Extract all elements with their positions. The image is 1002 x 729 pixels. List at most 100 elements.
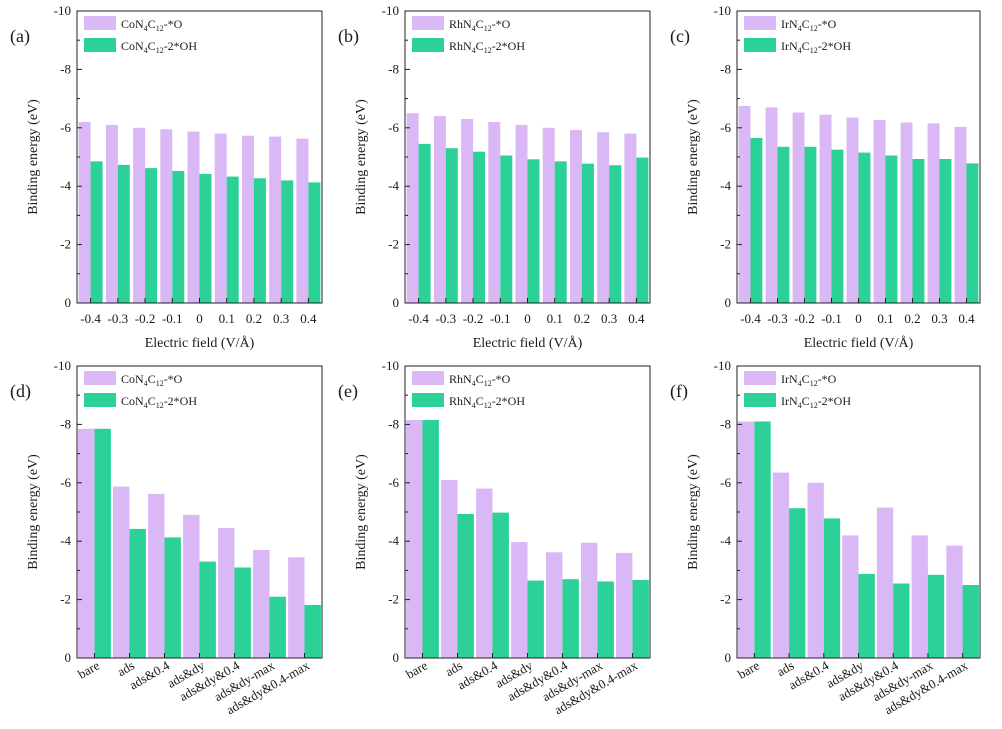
y-tick-label: -2	[60, 592, 71, 607]
bar-o-6	[242, 135, 254, 303]
bar-oh-3	[199, 561, 216, 658]
bar-oh-2	[804, 146, 817, 303]
y-tick-label: 0	[393, 295, 400, 310]
legend-label-o: RhN4C12-*O	[449, 372, 511, 388]
bar-o-0	[406, 113, 419, 303]
y-tick-label: -2	[720, 592, 731, 607]
legend-label-o: CoN4C12-*O	[121, 372, 183, 388]
bar-oh-4	[234, 567, 251, 658]
bar-o-5	[581, 542, 598, 658]
legend-label-oh: RhN4C12-2*OH	[449, 394, 525, 410]
bar-o-1	[113, 486, 130, 658]
y-tick-label: -10	[714, 358, 731, 373]
bar-oh-6	[632, 580, 649, 658]
bar-oh-6	[304, 604, 321, 658]
bar-oh-6	[581, 163, 594, 303]
bar-o-2	[807, 482, 824, 658]
x-tick-label: 0.4	[958, 311, 975, 326]
bar-o-0	[406, 420, 423, 658]
bar-o-1	[105, 124, 118, 304]
legend-swatch-o	[744, 16, 776, 30]
legend-swatch-oh	[412, 38, 444, 52]
x-tick-label: 0.1	[877, 311, 893, 326]
bar-oh-5	[226, 176, 239, 303]
bar-o-0	[738, 421, 755, 658]
legend-swatch-o	[744, 371, 776, 385]
y-tick-label: -4	[720, 533, 731, 548]
bar-o-3	[511, 542, 528, 658]
bar-oh-4	[527, 159, 540, 303]
y-axis-title: Binding energy (eV)	[686, 99, 701, 215]
bar-o-5	[911, 535, 928, 658]
x-tick-label: -0.4	[408, 311, 429, 326]
y-tick-label: -6	[720, 475, 731, 490]
bar-oh-7	[281, 180, 294, 303]
bar-o-4	[218, 528, 235, 658]
y-tick-label: -8	[720, 61, 731, 76]
bar-oh-3	[858, 573, 875, 658]
legend-swatch-o	[84, 16, 116, 30]
bar-o-5	[214, 133, 227, 303]
y-tick-label: -4	[388, 533, 399, 548]
y-axis-title: Binding energy (eV)	[26, 99, 41, 215]
legend-label-o: CoN4C12-*O	[121, 17, 183, 33]
bar-o-4	[876, 507, 894, 658]
panel-label: (a)	[10, 26, 30, 47]
y-tick-label: -4	[720, 178, 731, 193]
bar-oh-4	[562, 579, 579, 658]
bar-o-0	[738, 105, 751, 304]
x-axis-title: Electric field (V/Å)	[145, 335, 255, 351]
bar-o-3	[183, 514, 200, 658]
x-tick-label: 0.2	[574, 311, 590, 326]
legend-label-o: IrN4C12-*O	[781, 372, 837, 388]
y-tick-label: -8	[60, 61, 71, 76]
bar-o-1	[441, 479, 458, 658]
legend-label-o: RhN4C12-*O	[449, 17, 511, 33]
bar-oh-8	[966, 163, 979, 303]
bar-o-7	[927, 123, 940, 304]
x-tick-label: 0.3	[931, 311, 947, 326]
legend-label-oh: IrN4C12-2*OH	[781, 394, 851, 410]
legend-label-oh: CoN4C12-2*OH	[121, 394, 197, 410]
x-axis-title: Electric field (V/Å)	[473, 335, 583, 351]
x-tick-label: -0.2	[135, 311, 156, 326]
x-tick-label: -0.2	[463, 311, 484, 326]
bar-oh-5	[554, 161, 567, 303]
y-tick-label: -10	[714, 3, 731, 18]
y-axis-title: Binding energy (eV)	[26, 454, 41, 570]
y-tick-label: 0	[65, 650, 72, 665]
bar-oh-1	[777, 146, 790, 303]
x-tick-label: 0	[196, 311, 203, 326]
legend-swatch-o	[84, 371, 116, 385]
x-tick-label: ads&0.4	[455, 657, 501, 692]
bar-oh-3	[527, 580, 544, 658]
y-tick-label: -6	[388, 475, 399, 490]
legend-swatch-o	[412, 371, 444, 385]
y-tick-label: -4	[388, 178, 399, 193]
bar-o-3	[488, 122, 501, 303]
bar-oh-7	[939, 159, 952, 303]
bar-o-6	[570, 130, 582, 303]
bar-oh-2	[164, 537, 181, 658]
bar-o-2	[133, 127, 146, 303]
bar-o-8	[954, 126, 967, 304]
bar-o-5	[873, 119, 886, 304]
x-tick-label: -0.3	[767, 311, 788, 326]
bar-oh-4	[893, 583, 910, 658]
bar-o-1	[765, 107, 778, 304]
bar-oh-1	[789, 508, 806, 658]
bar-oh-5	[269, 596, 286, 658]
y-tick-label: -10	[54, 358, 71, 373]
x-axis-title: Electric field (V/Å)	[804, 335, 914, 351]
y-tick-label: -10	[382, 3, 399, 18]
x-tick-label: 0.3	[273, 311, 289, 326]
bar-o-2	[476, 488, 493, 658]
x-tick-label: 0.2	[904, 311, 920, 326]
y-tick-label: 0	[725, 650, 732, 665]
bar-o-1	[433, 116, 446, 303]
x-tick-label: 0.1	[219, 311, 235, 326]
x-tick-label: ads&0.4	[127, 657, 173, 692]
